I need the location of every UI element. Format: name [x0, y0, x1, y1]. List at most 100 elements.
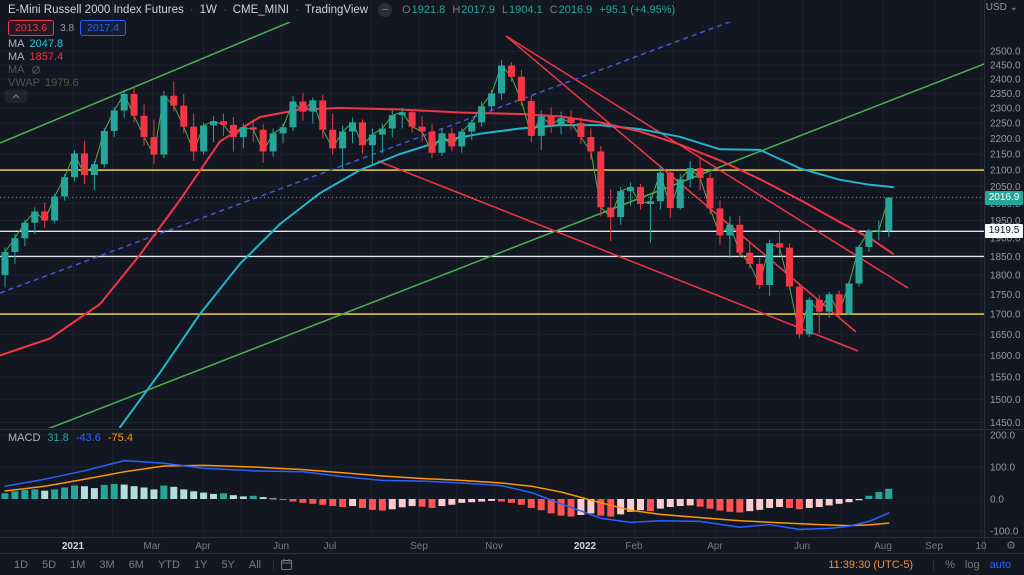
candle — [756, 263, 764, 286]
eye-hidden-icon — [31, 65, 40, 74]
symbol-title[interactable]: E-Mini Russell 2000 Index Futures — [8, 4, 184, 16]
candle — [537, 116, 545, 136]
svg-text:2350.0: 2350.0 — [990, 89, 1021, 100]
legend-row-ma-1[interactable]: MA 1857.4 — [8, 50, 79, 63]
go-to-date-button[interactable] — [280, 558, 293, 571]
range-button-5y[interactable]: 5Y — [221, 558, 235, 571]
candle — [219, 121, 227, 125]
svg-text:1600.0: 1600.0 — [990, 351, 1021, 362]
legend-row-ma-2[interactable]: MA — [8, 63, 79, 76]
macd-hist-value: 31.8 — [47, 432, 69, 444]
timeframe-button[interactable]: 1W — [199, 4, 217, 16]
candle — [448, 133, 456, 147]
candle — [150, 137, 158, 155]
candle — [418, 126, 426, 132]
candle — [130, 93, 138, 116]
svg-text:0.0: 0.0 — [990, 495, 1004, 506]
legend-row-ma-0[interactable]: MA 2047.8 — [8, 37, 79, 50]
range-button-5d[interactable]: 5D — [42, 558, 57, 571]
svg-text:2250.0: 2250.0 — [990, 119, 1021, 130]
candle — [547, 116, 555, 125]
candle — [90, 164, 98, 175]
price-axis[interactable]: 2500.0 2450.0 2400.0 2350.0 2300.0 2250.0 2200… — [990, 47, 1021, 538]
svg-text:1900.0: 1900.0 — [990, 234, 1021, 245]
macd-legend[interactable]: MACD 31.8 -43.6 -75.4 — [8, 432, 133, 444]
candle — [80, 153, 88, 175]
candle — [795, 286, 803, 335]
legend-collapse-button[interactable] — [5, 90, 27, 103]
svg-text:1550.0: 1550.0 — [990, 372, 1021, 383]
candle — [329, 129, 337, 149]
candle — [696, 168, 704, 178]
candle — [398, 112, 406, 116]
candle — [210, 121, 218, 126]
scale-button-log[interactable]: log — [964, 558, 980, 571]
candle — [468, 122, 476, 132]
range-buttons: 1D 5D 1M 3M 6M YTD 1Y 5Y All — [8, 558, 267, 572]
macd-signal-value: -75.4 — [107, 432, 133, 444]
range-button-all[interactable]: All — [248, 558, 262, 571]
range-button-3m[interactable]: 3M — [99, 558, 115, 571]
svg-text:2300.0: 2300.0 — [990, 104, 1021, 115]
candle — [339, 131, 347, 149]
candle — [21, 222, 29, 239]
candle — [41, 211, 49, 221]
main-pane — [0, 22, 984, 428]
candle — [140, 115, 148, 138]
indicator-value: 1979.6 — [45, 76, 79, 89]
candle — [478, 106, 486, 123]
settings-gear-icon[interactable]: ⚙ — [1006, 540, 1016, 552]
range-button-1d[interactable]: 1D — [14, 558, 29, 571]
candle — [627, 187, 635, 192]
svg-text:1950.0: 1950.0 — [990, 216, 1021, 227]
spread-value: 3.8 — [60, 22, 75, 34]
range-button-1y[interactable]: 1Y — [193, 558, 208, 571]
candle — [110, 110, 118, 131]
candle — [458, 131, 466, 147]
svg-text:1650.0: 1650.0 — [990, 330, 1021, 341]
legend-row-vwap-3[interactable]: VWAP 1979.6 — [8, 76, 79, 89]
last-price-badge: 2016.9 — [985, 191, 1023, 205]
open-label: O — [402, 4, 411, 16]
indicator-label: MA — [8, 37, 25, 50]
toolbar-divider — [933, 558, 935, 571]
buy-price-button[interactable]: 2017.4 — [80, 20, 127, 36]
candle — [835, 294, 843, 314]
sell-price-button[interactable]: 2013.6 — [8, 20, 55, 36]
svg-text:2100.0: 2100.0 — [990, 166, 1021, 177]
candle — [408, 112, 416, 127]
candle — [368, 134, 376, 146]
range-button-ytd[interactable]: YTD — [157, 558, 180, 571]
svg-text:2150.0: 2150.0 — [990, 149, 1021, 160]
scale-button-auto[interactable]: auto — [989, 558, 1011, 571]
candle — [656, 172, 664, 202]
svg-text:Feb: Feb — [625, 541, 643, 552]
macd-pane — [1, 459, 893, 531]
candle — [120, 93, 128, 111]
separator-dot: · — [189, 4, 194, 16]
chevron-up-icon — [12, 94, 20, 99]
indicator-value: 1857.4 — [29, 50, 64, 63]
candle — [319, 100, 327, 130]
candle — [507, 65, 515, 77]
ohlc-readout: O1921.8 H2017.9 L1904.1 C2016.9 +95.1 (+… — [402, 4, 675, 16]
currency-dropdown[interactable]: USD ⌄ — [985, 2, 1018, 13]
exchange-label: CME_MINI — [232, 4, 289, 16]
candle — [498, 65, 505, 94]
range-button-6m[interactable]: 6M — [128, 558, 144, 571]
candle — [676, 179, 684, 209]
candle — [428, 131, 436, 153]
indicator-label: MA — [8, 50, 25, 63]
svg-text:Sep: Sep — [410, 541, 428, 552]
svg-text:-100.0: -100.0 — [990, 527, 1019, 538]
scale-button-percent[interactable]: % — [945, 558, 955, 571]
market-clock: 11:39:30 (UTC-5) — [828, 558, 914, 571]
grid-lines — [0, 0, 984, 537]
candles — [1, 59, 893, 339]
time-axis[interactable]: 2021 Mar Apr Jun Jul Sep Nov 2022 Feb Apr Jun Aug Se… — [62, 541, 987, 552]
candle — [567, 118, 575, 124]
bottom-toolbar: 1D 5D 1M 3M 6M YTD 1Y 5Y All 11:39:30 (UTC-5) % l… — [0, 553, 1024, 575]
legend-visibility-icon[interactable]: – — [378, 3, 393, 17]
range-button-1m[interactable]: 1M — [70, 558, 86, 571]
